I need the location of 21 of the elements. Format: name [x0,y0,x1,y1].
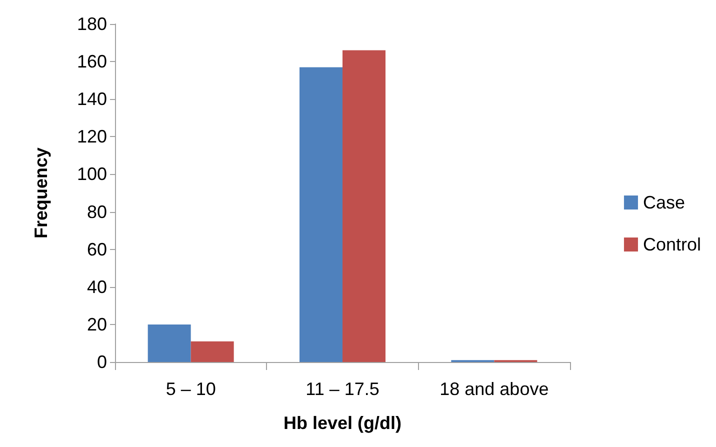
bar [190,341,234,362]
x-tick-label: 18 and above [440,379,549,399]
x-axis-title: Hb level (g/dl) [283,413,402,433]
y-tick-label: 20 [86,314,107,334]
y-tick-label: 160 [76,52,107,72]
y-tick-label: 120 [76,126,107,147]
bar [342,50,386,362]
y-tick-label: 60 [86,239,107,260]
bar [148,324,191,362]
y-tick-label: 140 [76,89,107,110]
x-tick-label: 5 – 10 [166,379,216,399]
x-tick-label: 11 – 17.5 [306,379,380,399]
y-tick-label: 100 [76,164,107,184]
y-tick-label: 0 [96,352,107,372]
y-tick-label: 40 [86,276,107,297]
bar [300,67,342,362]
y-tick-label: 180 [76,14,107,34]
y-tick-label: 80 [86,202,107,222]
legend-label: Control [642,234,702,254]
y-axis-title: Frequency [31,147,51,239]
legend-label: Case [642,192,686,212]
